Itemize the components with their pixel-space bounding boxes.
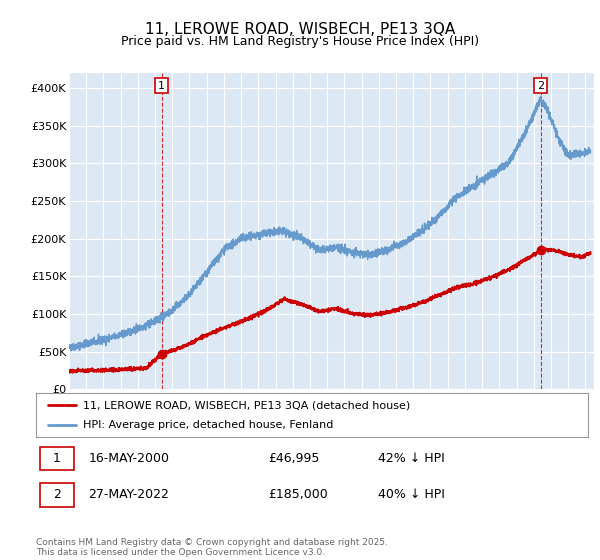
FancyBboxPatch shape bbox=[40, 446, 74, 470]
Text: 1: 1 bbox=[53, 452, 61, 465]
Text: Price paid vs. HM Land Registry's House Price Index (HPI): Price paid vs. HM Land Registry's House … bbox=[121, 35, 479, 48]
Text: 1: 1 bbox=[158, 81, 165, 91]
Text: 2: 2 bbox=[53, 488, 61, 501]
Text: 2: 2 bbox=[537, 81, 544, 91]
Text: Contains HM Land Registry data © Crown copyright and database right 2025.
This d: Contains HM Land Registry data © Crown c… bbox=[36, 538, 388, 557]
Text: 40% ↓ HPI: 40% ↓ HPI bbox=[378, 488, 445, 501]
Text: 11, LEROWE ROAD, WISBECH, PE13 3QA: 11, LEROWE ROAD, WISBECH, PE13 3QA bbox=[145, 22, 455, 38]
Text: 11, LEROWE ROAD, WISBECH, PE13 3QA (detached house): 11, LEROWE ROAD, WISBECH, PE13 3QA (deta… bbox=[83, 400, 410, 410]
FancyBboxPatch shape bbox=[40, 483, 74, 507]
Text: 27-MAY-2022: 27-MAY-2022 bbox=[88, 488, 169, 501]
Text: HPI: Average price, detached house, Fenland: HPI: Average price, detached house, Fenl… bbox=[83, 419, 333, 430]
Text: £46,995: £46,995 bbox=[268, 452, 319, 465]
Text: £185,000: £185,000 bbox=[268, 488, 328, 501]
Text: 16-MAY-2000: 16-MAY-2000 bbox=[88, 452, 169, 465]
Text: 42% ↓ HPI: 42% ↓ HPI bbox=[378, 452, 445, 465]
